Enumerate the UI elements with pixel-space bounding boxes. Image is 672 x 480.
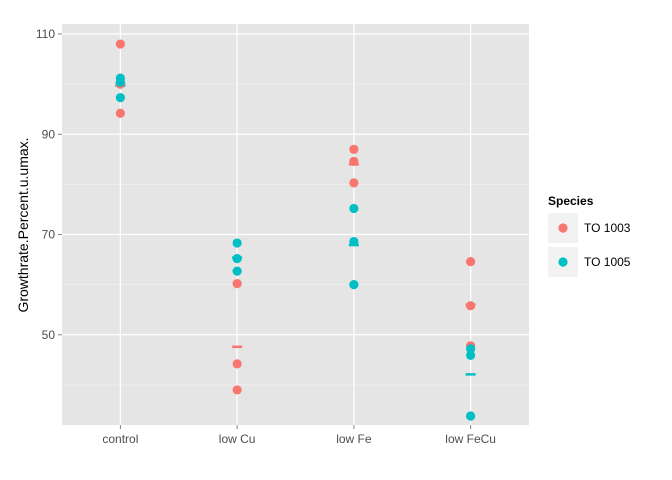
y-tick-label: 90 — [42, 127, 56, 141]
data-point — [233, 254, 242, 263]
y-axis-title: Growthrate.Percent.u.umax. — [15, 137, 31, 312]
data-point — [349, 204, 358, 213]
data-point — [116, 93, 125, 102]
data-point — [349, 237, 358, 246]
data-point — [116, 109, 125, 118]
x-tick-label: control — [102, 432, 138, 446]
legend-label: TO 1003 — [584, 221, 631, 235]
x-tick-label: low Cu — [219, 432, 256, 446]
y-axis-ticks: 50 70 90 110 — [36, 27, 62, 342]
data-point — [349, 157, 358, 166]
y-tick-label: 110 — [36, 27, 55, 41]
y-tick-label: 70 — [42, 228, 56, 242]
data-point — [466, 351, 475, 360]
data-point — [466, 301, 475, 310]
y-tick-label: 50 — [42, 328, 56, 342]
legend: Species TO 1003 TO 1005 — [548, 194, 631, 277]
x-tick-label: low FeCu — [445, 432, 496, 446]
data-point — [233, 267, 242, 276]
data-point — [466, 411, 475, 420]
data-point — [233, 238, 242, 247]
data-point — [233, 385, 242, 394]
legend-swatch — [558, 223, 567, 232]
data-point — [349, 178, 358, 187]
data-point — [466, 257, 475, 266]
x-axis-ticks: control low Cu low Fe low FeCu — [102, 425, 496, 446]
data-point — [349, 145, 358, 154]
data-point — [116, 39, 125, 48]
legend-items: TO 1003 TO 1005 — [548, 213, 631, 277]
data-point — [233, 279, 242, 288]
data-point — [349, 280, 358, 289]
data-point — [116, 78, 125, 87]
x-tick-label: low Fe — [336, 432, 372, 446]
legend-title: Species — [548, 194, 594, 208]
legend-label: TO 1005 — [584, 255, 631, 269]
legend-swatch — [558, 257, 567, 266]
data-point — [233, 359, 242, 368]
